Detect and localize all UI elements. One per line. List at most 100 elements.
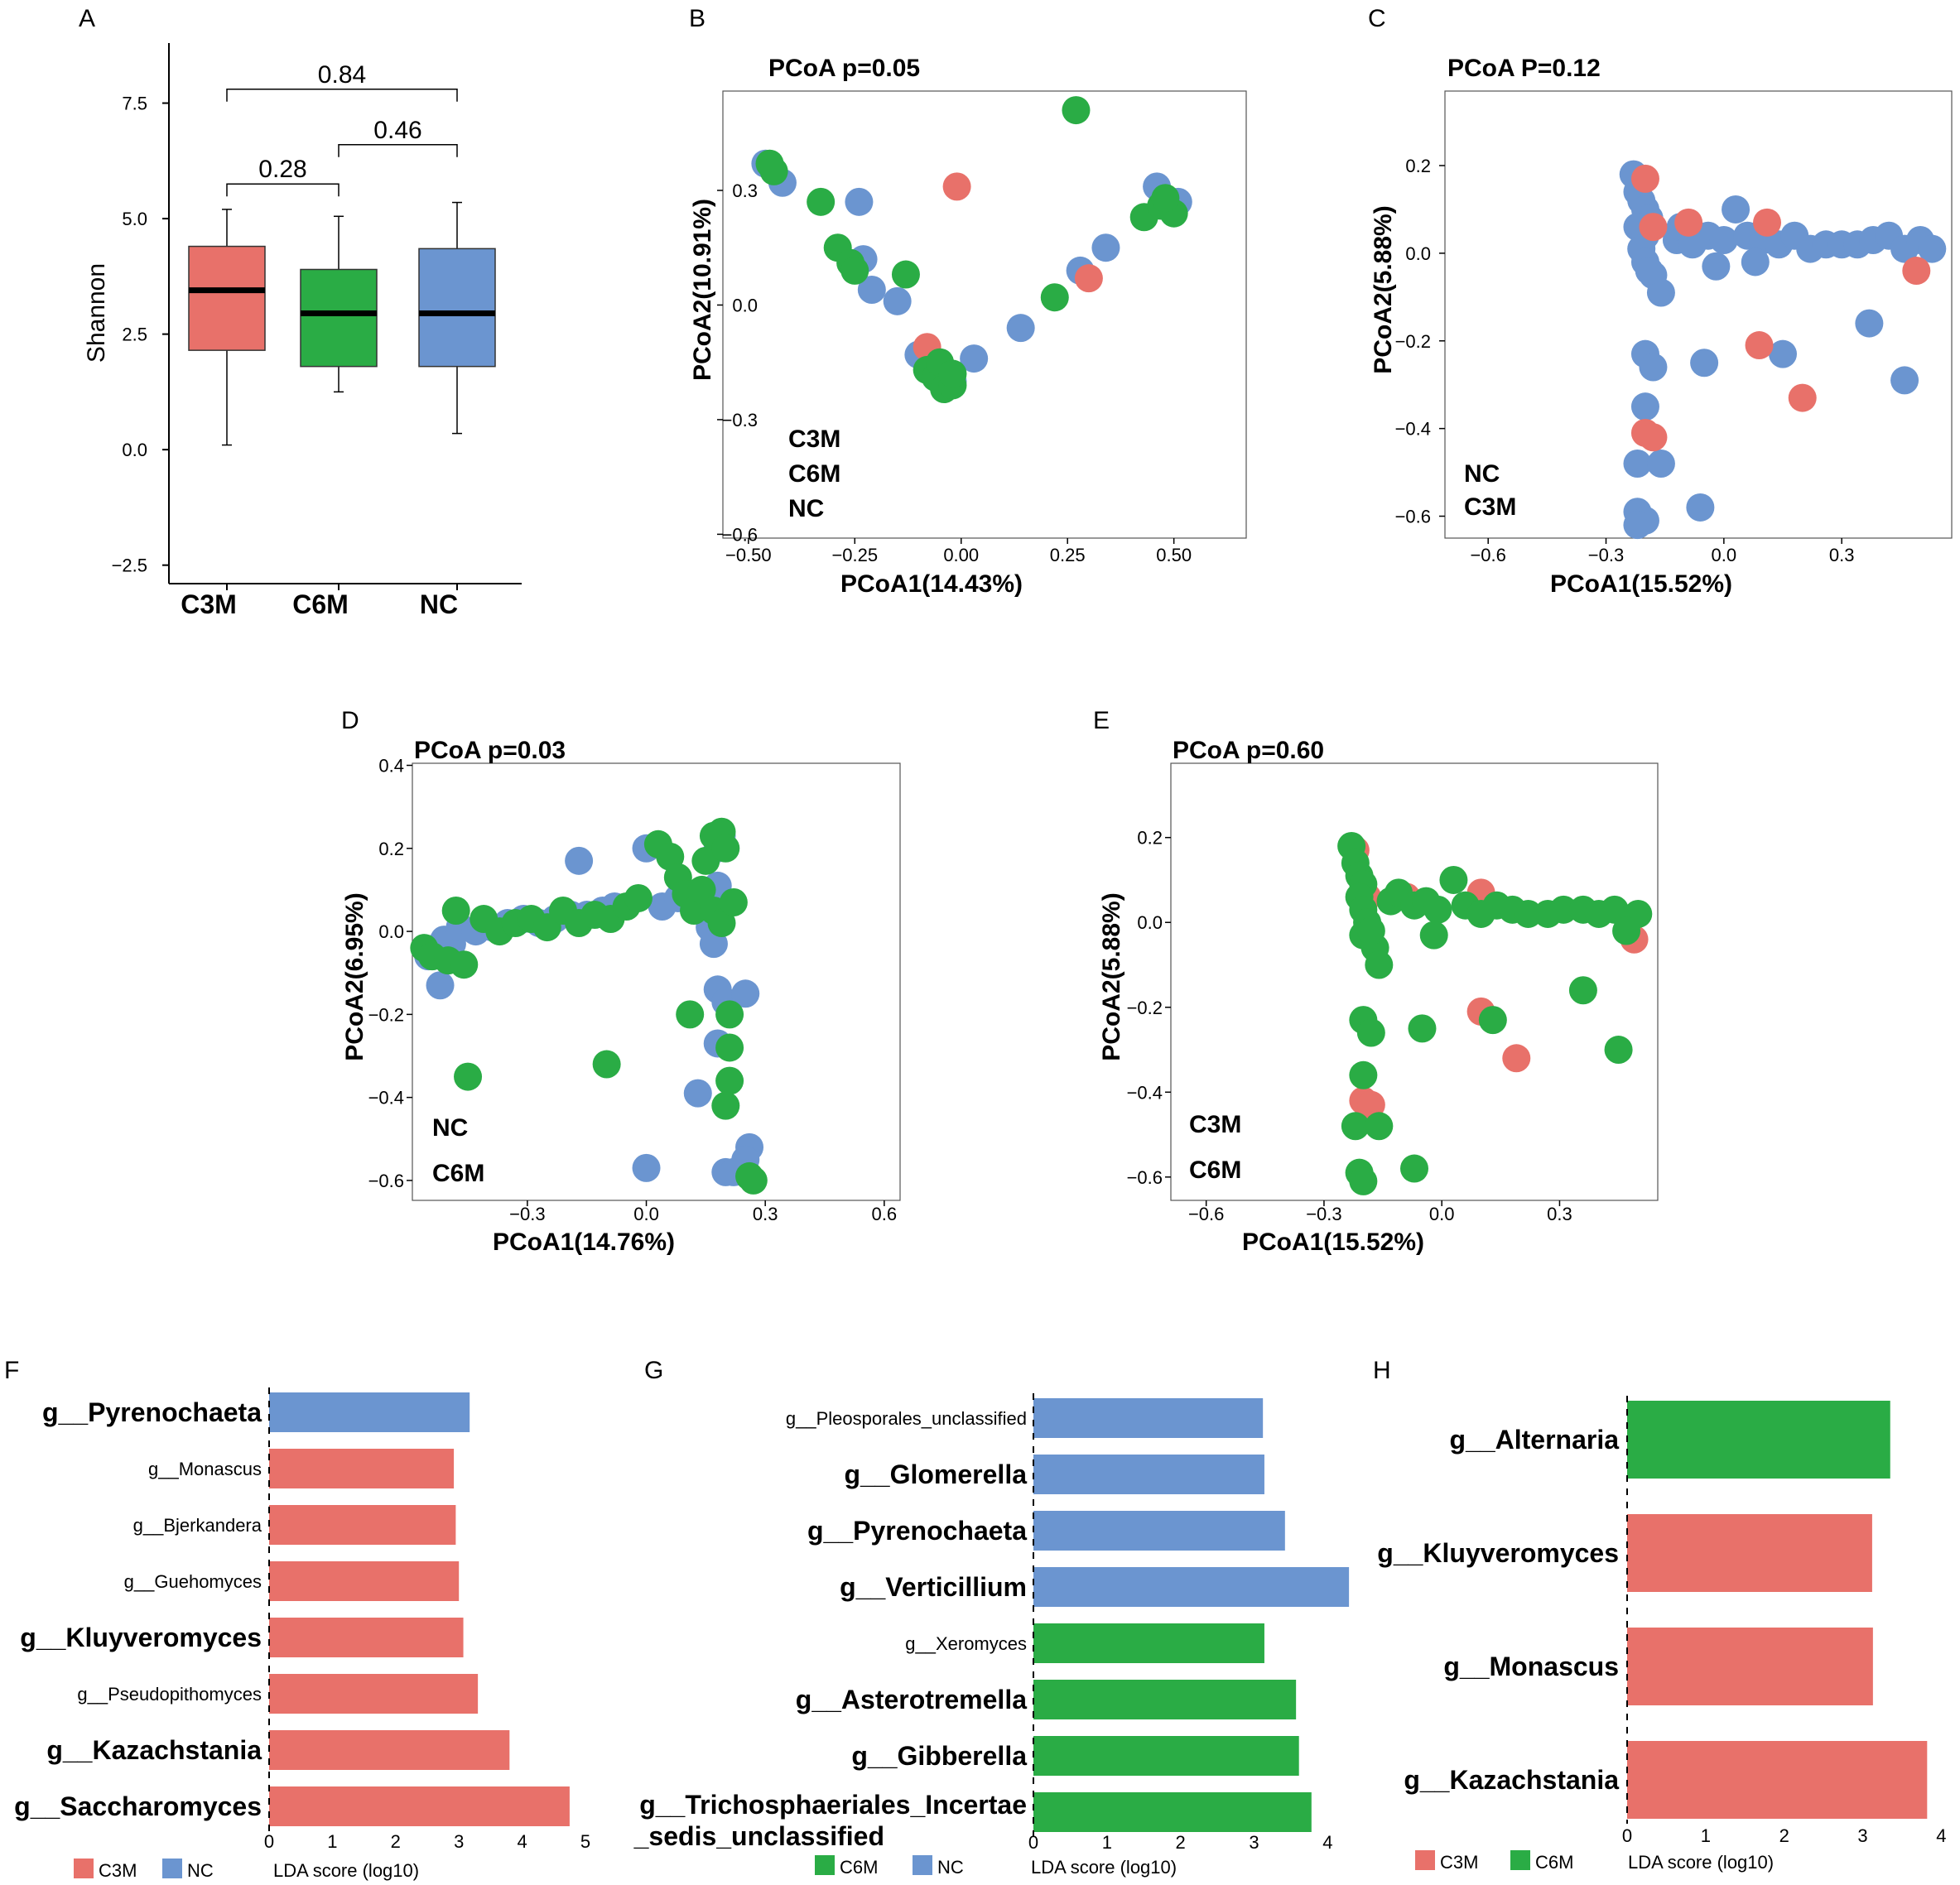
point-nc xyxy=(1635,257,1664,286)
point-c6m xyxy=(759,156,788,185)
bar-label: g__Asterotremella xyxy=(796,1685,1027,1714)
y-tick-label: −0.4 xyxy=(1395,419,1431,440)
bar-nc xyxy=(269,1392,470,1432)
point-nc xyxy=(683,1079,712,1108)
point-nc xyxy=(960,344,989,373)
point-c6m xyxy=(1568,976,1597,1005)
x-axis-title: PCoA1(15.52%) xyxy=(1242,1229,1424,1256)
x-tick-label: 0.6 xyxy=(872,1204,898,1224)
bar-label: g__Xeromyces xyxy=(905,1633,1027,1654)
point-c6m xyxy=(1365,1112,1394,1141)
point-nc xyxy=(845,187,874,216)
point-c6m xyxy=(707,909,736,938)
panel-label-c: C xyxy=(1368,5,1386,32)
point-c3m xyxy=(1902,257,1931,286)
point-c3m xyxy=(1074,264,1103,293)
point-c6m xyxy=(715,1000,744,1029)
panel-f-lda-bars: g__Pyrenochaeta g__Monascus g__Bjerkandera… xyxy=(14,1387,590,1881)
point-c6m xyxy=(441,897,470,926)
y-axis-title: PCoA2(6.95%) xyxy=(341,892,368,1060)
y-tick-label: 0.4 xyxy=(378,756,404,777)
legend-c6m: C6M xyxy=(1189,1156,1241,1184)
bar-c3m xyxy=(269,1674,479,1714)
legend-c6m: C6M xyxy=(432,1160,484,1187)
y-tick-label: 0.2 xyxy=(378,839,404,859)
bar-label-line-2: _sedis_unclassified xyxy=(633,1821,884,1851)
panel-label-d: D xyxy=(341,707,359,734)
point-nc xyxy=(565,846,594,875)
bar-nc xyxy=(1033,1567,1350,1607)
x-axis-title: LDA score (log10) xyxy=(1628,1852,1774,1873)
panel-g-lda-bars: g__Pleosporales_unclassified g__Glomerell… xyxy=(633,1393,1350,1878)
point-nc xyxy=(1741,248,1770,276)
x-tick-label: −0.50 xyxy=(725,545,772,565)
bar-c3m xyxy=(1627,1514,1872,1592)
plot-frame xyxy=(412,762,901,1201)
y-tick-label: 0.0 xyxy=(378,921,404,942)
x-axis-title: LDA score (log10) xyxy=(273,1860,419,1881)
point-c6m xyxy=(1151,184,1180,213)
y-tick-label: 7.5 xyxy=(122,94,147,114)
legend-label-nc: NC xyxy=(187,1860,214,1881)
plot-title: PCoA p=0.05 xyxy=(768,55,920,82)
point-c6m xyxy=(1040,283,1069,312)
point-nc xyxy=(1091,233,1120,262)
point-c6m xyxy=(1356,1018,1385,1047)
bar-label: g__Saccharomyces xyxy=(14,1791,262,1821)
point-nc xyxy=(1006,314,1035,343)
x-tick-label: 0 xyxy=(1622,1825,1632,1846)
x-tick-label: −0.3 xyxy=(1588,545,1624,565)
plot-frame xyxy=(722,90,1247,539)
y-tick-label: 0.3 xyxy=(732,180,758,201)
x-tick-label: 3 xyxy=(1857,1825,1867,1846)
point-c6m xyxy=(719,887,748,916)
point-c6m xyxy=(1419,921,1448,950)
y-tick-label: −0.6 xyxy=(368,1171,404,1191)
x-axis-title: PCoA1(14.43%) xyxy=(840,570,1023,598)
legend-c6m: C6M xyxy=(788,460,840,488)
panel-label-f: F xyxy=(4,1357,19,1384)
x-tick-label: 1 xyxy=(1102,1832,1112,1853)
legend-c3m: C3M xyxy=(1189,1111,1241,1138)
x-tick-label: −0.25 xyxy=(831,545,878,565)
panel-d-pcoa-scatter: −0.3 0.0 0.3 0.6 −0.6 −0.4 −0.2 0.0 0.2 0.4 PCoA p… xyxy=(341,737,901,1256)
y-tick-label: −0.4 xyxy=(1127,1082,1163,1103)
point-c6m xyxy=(450,950,479,979)
bar-label: g__Gibberella xyxy=(851,1741,1027,1771)
point-c6m xyxy=(711,834,740,863)
point-c3m xyxy=(942,172,971,201)
x-tick-label: 0.3 xyxy=(1547,1204,1572,1224)
x-tick-label: 0 xyxy=(1028,1832,1038,1853)
x-tick-label: −0.6 xyxy=(1470,545,1505,565)
legend-label-c3m: C3M xyxy=(99,1860,137,1881)
y-axis-title: PCoA2(10.91%) xyxy=(689,199,716,381)
x-tick-label: 5 xyxy=(580,1831,590,1852)
y-tick-label: −2.5 xyxy=(112,555,147,576)
panel-label-b: B xyxy=(689,5,706,32)
point-c3m xyxy=(1745,331,1774,360)
bar-c3m xyxy=(269,1561,460,1601)
significance-bracket xyxy=(226,89,458,102)
point-c6m xyxy=(624,883,653,912)
x-tick-label: 1 xyxy=(1701,1825,1711,1846)
point-c3m xyxy=(1674,208,1703,237)
x-tick-label: −0.6 xyxy=(1188,1204,1224,1224)
point-c6m xyxy=(687,875,716,904)
x-tick-label-c3m: C3M xyxy=(181,589,237,619)
point-nc xyxy=(1769,339,1797,368)
point-c6m xyxy=(592,1050,621,1079)
point-c3m xyxy=(1630,164,1659,193)
point-nc xyxy=(1709,226,1738,254)
bar-c6m xyxy=(1033,1623,1264,1663)
bar-c6m xyxy=(1033,1792,1312,1832)
point-nc xyxy=(1646,278,1675,307)
point-nc xyxy=(731,979,760,1008)
point-c6m xyxy=(711,1091,740,1120)
y-axis-title: Shannon xyxy=(83,263,110,363)
point-c3m xyxy=(1502,1044,1531,1073)
bar-label: g__Kluyveromyces xyxy=(1377,1538,1619,1568)
bar-label: g__Monascus xyxy=(148,1459,262,1479)
x-tick-label: 2 xyxy=(391,1831,401,1852)
x-tick-label: 0 xyxy=(264,1831,274,1852)
